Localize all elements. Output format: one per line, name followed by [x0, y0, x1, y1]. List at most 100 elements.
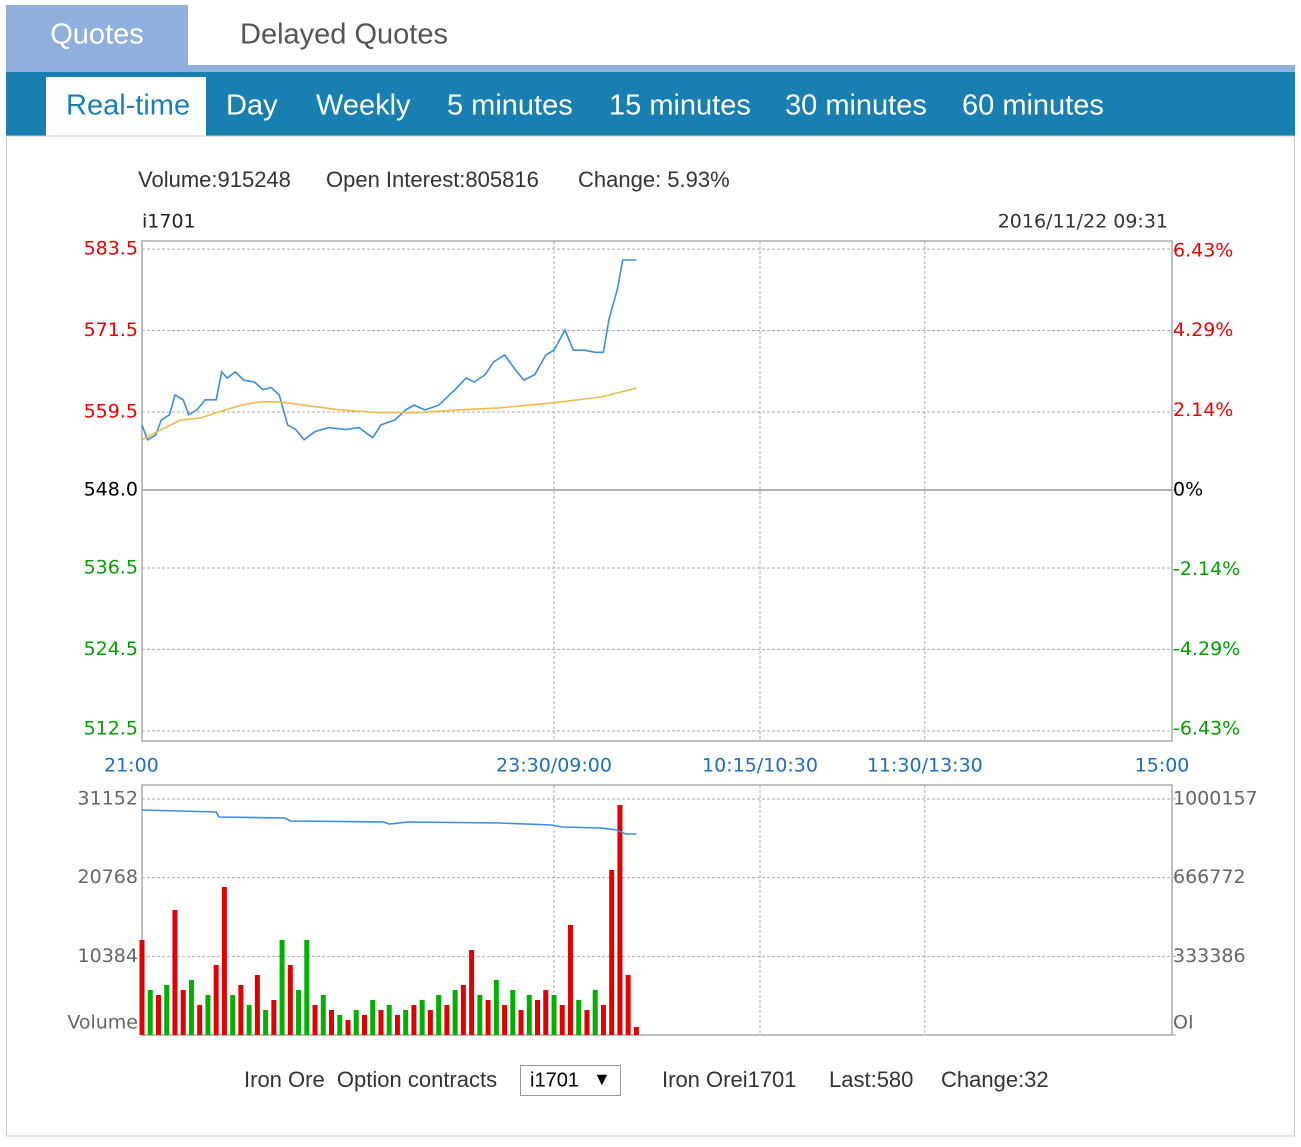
footer-contract: Iron Orei1701	[662, 1067, 797, 1092]
chart-title: i1701	[142, 211, 196, 233]
volume-bar	[543, 990, 549, 1035]
volume-bar	[502, 1005, 508, 1035]
y2-tick-label: -6.43%	[1173, 718, 1240, 740]
volume-bar	[188, 980, 194, 1035]
volume-bar	[205, 995, 211, 1035]
tab-underline	[6, 65, 1295, 73]
y-tick-label: 548.0	[84, 478, 138, 500]
select-arrow[interactable]: ▼	[593, 1069, 611, 1089]
volume-bar	[567, 925, 573, 1035]
y2-tick-label: 6.43%	[1173, 240, 1233, 262]
volume-bar	[263, 1010, 269, 1035]
volume-bar	[411, 1005, 417, 1035]
y2-tick-label: -4.29%	[1173, 638, 1240, 660]
y-tick-label: 512.5	[84, 718, 138, 740]
content-frame	[6, 135, 1295, 1137]
volume-bar	[287, 965, 293, 1035]
plot-frame	[141, 784, 1173, 1036]
volume-bar	[304, 940, 310, 1035]
y-tick-label: 20768	[78, 866, 138, 888]
y2-tick-label: 1000157	[1173, 787, 1258, 809]
series-line	[141, 387, 637, 441]
subtab[interactable]: Real-time	[66, 90, 190, 122]
y2-tick-label: 2.14%	[1173, 399, 1233, 421]
y-tick-label: 10384	[78, 945, 138, 967]
x-tick-label: 23:30/09:00	[496, 755, 612, 777]
volume-bar	[444, 1005, 450, 1035]
tab-active-bg	[6, 5, 188, 67]
y-tick-label: 583.5	[84, 238, 138, 260]
select-box[interactable]	[520, 1065, 621, 1096]
tab[interactable]: Delayed Quotes	[240, 19, 448, 51]
volume-bar	[403, 1010, 409, 1035]
volume-bar	[551, 995, 557, 1035]
volume-bar	[510, 990, 516, 1035]
subtab[interactable]: Weekly	[316, 90, 411, 122]
x-tick-label: 11:30/13:30	[867, 755, 983, 777]
volume-bar	[633, 1027, 639, 1035]
volume-bar	[460, 985, 466, 1035]
volume-bar	[139, 940, 145, 1035]
x-tick-label: 10:15/10:30	[702, 755, 818, 777]
y-tick-label: 571.5	[84, 319, 138, 341]
series-line	[141, 259, 637, 441]
subnav-bar	[6, 72, 1295, 136]
info-volume: Volume:915248	[138, 167, 291, 192]
volume-bar	[230, 995, 236, 1035]
volume-bar	[353, 1010, 359, 1035]
subtab[interactable]: 15 minutes	[609, 90, 751, 122]
subtab[interactable]: 5 minutes	[447, 90, 573, 122]
volume-bar	[526, 995, 532, 1035]
volume-bar	[469, 950, 475, 1035]
volume-bar	[452, 990, 458, 1035]
volume-bar	[477, 995, 483, 1035]
y-tick-label: 31152	[78, 788, 138, 810]
volume-bar	[485, 1000, 491, 1035]
volume-bar	[625, 975, 631, 1035]
volume-bar	[493, 980, 499, 1035]
volume-bar	[419, 1000, 425, 1035]
volume-bar	[609, 870, 615, 1035]
subtab[interactable]: 30 minutes	[785, 90, 927, 122]
volume-bar	[535, 1000, 541, 1035]
y2-tick-label: -2.14%	[1173, 558, 1240, 580]
volume-bar	[164, 985, 170, 1035]
y-tick-label: 524.5	[84, 638, 138, 660]
volume-bar	[345, 1020, 351, 1035]
y2-tick-label: 333386	[1173, 945, 1246, 967]
y2-tick-label: 0%	[1173, 479, 1203, 501]
volume-bar	[584, 1010, 590, 1035]
volume-bar	[394, 1015, 400, 1035]
tab[interactable]: Quotes	[50, 19, 144, 51]
volume-bar	[329, 1010, 335, 1035]
series-line	[141, 809, 637, 835]
subtab[interactable]: Day	[226, 90, 278, 122]
volume-bar	[370, 1000, 376, 1035]
volume-bar	[427, 1010, 433, 1035]
volume-bar	[172, 910, 178, 1035]
volume-bar	[246, 1005, 252, 1035]
y-tick-label: 536.5	[84, 557, 138, 579]
volume-bar	[180, 990, 186, 1035]
volume-bar	[559, 1005, 565, 1035]
select-value[interactable]: i1701	[530, 1069, 579, 1091]
volume-bar	[279, 940, 285, 1035]
x-tick-label: 21:00	[104, 755, 159, 777]
volume-bar	[312, 1005, 318, 1035]
subtab[interactable]: 60 minutes	[962, 90, 1104, 122]
y-tick-label: Volume	[67, 1012, 138, 1034]
volume-bar	[576, 1000, 582, 1035]
info-oi: Open Interest:805816	[326, 167, 539, 192]
volume-bar	[386, 1005, 392, 1035]
volume-bar	[213, 965, 219, 1035]
volume-bar	[147, 990, 153, 1035]
volume-bar	[592, 990, 598, 1035]
footer-label: Iron Ore Option contracts	[244, 1067, 497, 1092]
y2-tick-label: OI	[1173, 1012, 1194, 1034]
plot-frame	[141, 240, 1173, 742]
volume-bar	[254, 975, 260, 1035]
y-tick-label: 559.5	[84, 400, 138, 422]
volume-bar	[518, 1010, 524, 1035]
volume-bar	[378, 1010, 384, 1035]
x-tick-label: 15:00	[1135, 755, 1190, 777]
